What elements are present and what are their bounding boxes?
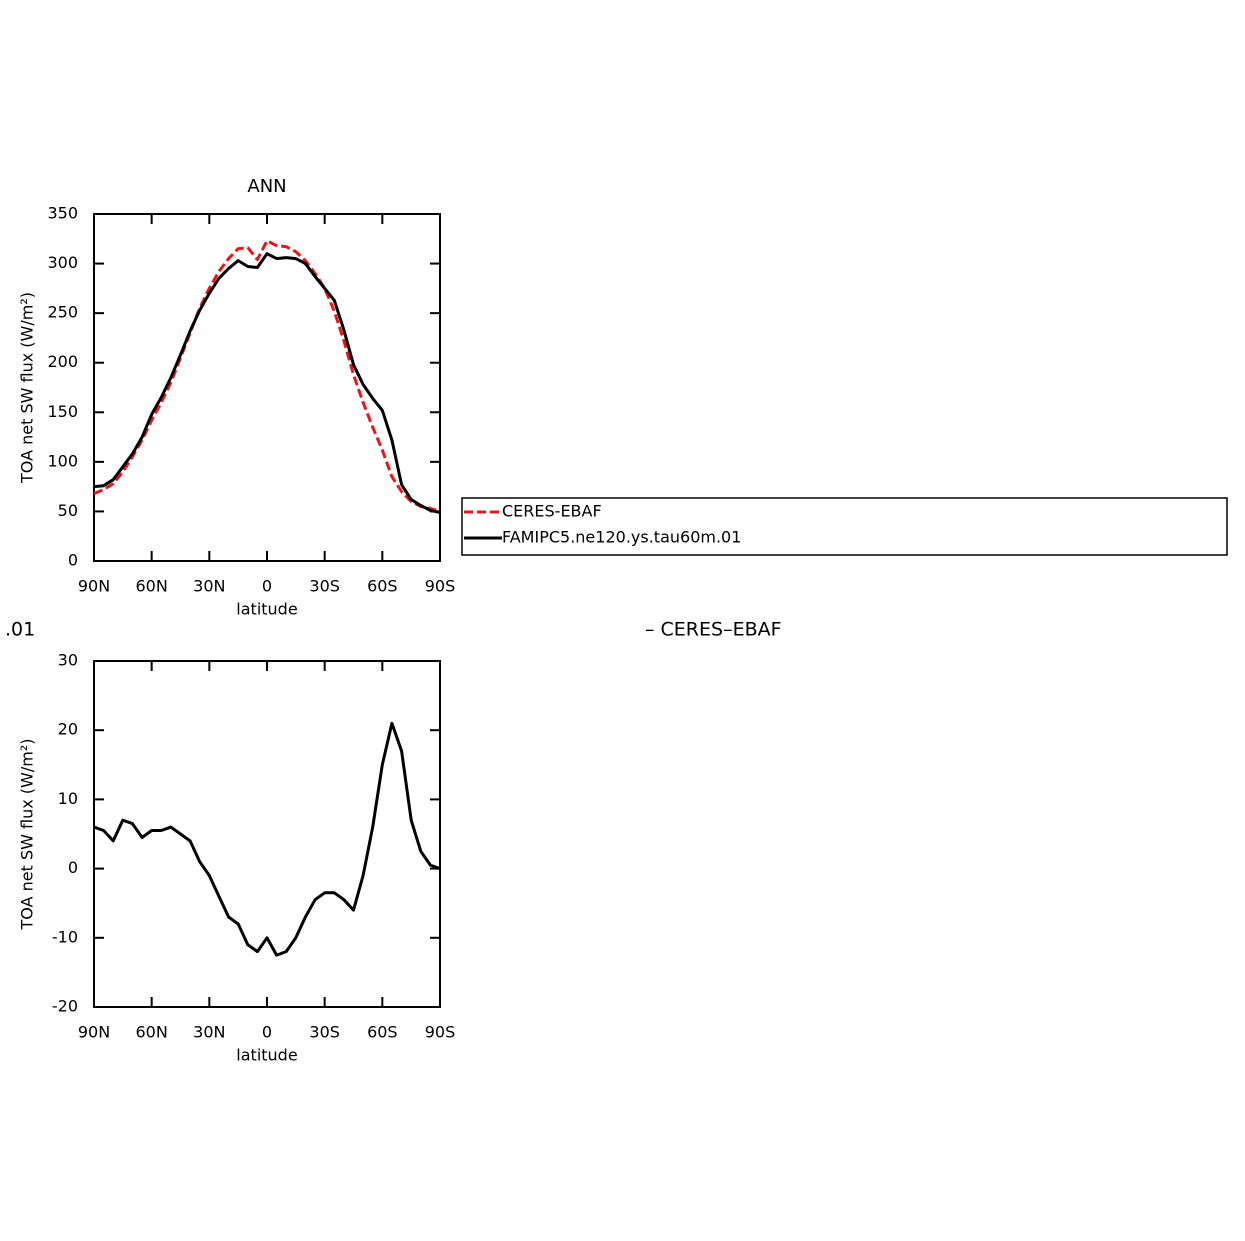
y-tick-label: 250	[47, 303, 78, 322]
data-line	[93, 721, 441, 957]
y-tick-label: 10	[58, 789, 78, 808]
x-axis-label: latitude	[236, 1046, 297, 1065]
y-tick-label: -10	[52, 927, 78, 946]
y-tick-label: 50	[58, 501, 78, 520]
data-line	[93, 252, 441, 514]
x-tick-label: 90S	[425, 577, 456, 596]
data-line	[93, 239, 441, 513]
x-tick-label: 30S	[309, 577, 340, 596]
y-axis-label: TOA net SW flux (W/m²)	[18, 292, 37, 484]
legend-box	[461, 497, 1228, 556]
x-tick-label: 0	[262, 1023, 272, 1042]
y-tick-label: 300	[47, 253, 78, 272]
chart-title: ANN	[247, 176, 286, 197]
x-tick-label: 90S	[425, 1023, 456, 1042]
y-tick-label: 150	[47, 402, 78, 421]
y-tick-label: 100	[47, 451, 78, 470]
x-tick-label: 30S	[309, 1023, 340, 1042]
x-tick-label: 30N	[193, 1023, 225, 1042]
x-tick-label: 90N	[78, 1023, 110, 1042]
x-tick-label: 60N	[136, 577, 168, 596]
x-tick-label: 90N	[78, 577, 110, 596]
y-tick-label: 0	[68, 858, 78, 877]
y-tick-label: -20	[52, 997, 78, 1016]
y-tick-label: 200	[47, 352, 78, 371]
x-axis-label: latitude	[236, 600, 297, 619]
x-tick-label: 60N	[136, 1023, 168, 1042]
y-tick-label: 20	[58, 720, 78, 739]
x-tick-label: 30N	[193, 577, 225, 596]
y-tick-label: 30	[58, 651, 78, 670]
plot-frame	[93, 213, 441, 562]
annotation: – CERES–EBAF	[645, 619, 782, 641]
x-tick-label: 0	[262, 577, 272, 596]
y-tick-label: 350	[47, 204, 78, 223]
y-axis-label: TOA net SW flux (W/m²)	[18, 739, 37, 931]
x-tick-label: 60S	[367, 577, 398, 596]
legend-label: CERES-EBAF	[502, 502, 602, 521]
x-tick-label: 60S	[367, 1023, 398, 1042]
y-tick-label: 0	[68, 551, 78, 570]
annotation: .01	[5, 619, 35, 641]
legend-label: FAMIPC5.ne120.ys.tau60m.01	[502, 528, 741, 547]
